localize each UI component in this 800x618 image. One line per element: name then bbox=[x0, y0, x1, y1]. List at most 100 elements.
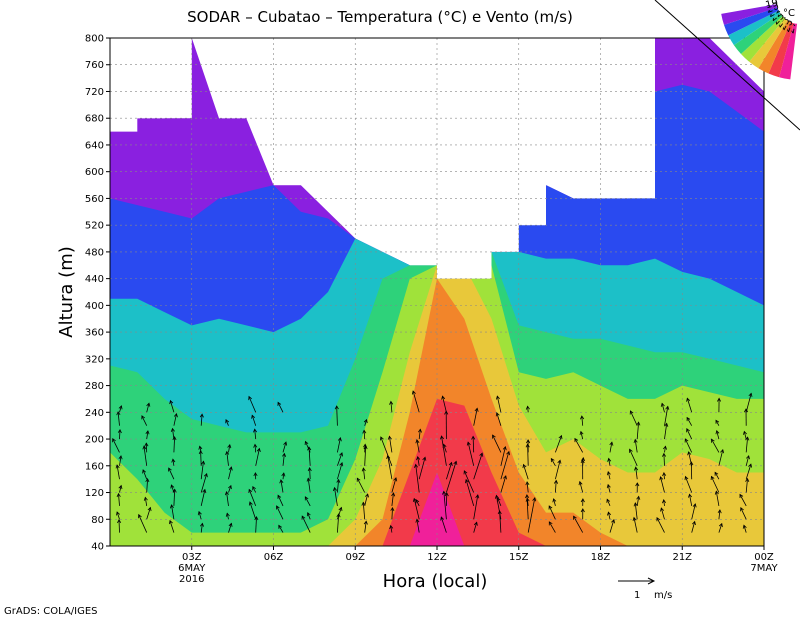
wind-arrow bbox=[527, 444, 529, 466]
colorbar-swatch-23 bbox=[741, 16, 785, 62]
wind-arrow bbox=[743, 525, 747, 533]
wind-arrow bbox=[226, 513, 229, 520]
wind-arrowhead bbox=[336, 513, 341, 518]
wind-arrowhead bbox=[276, 505, 280, 510]
wind-arrowhead bbox=[525, 481, 530, 486]
wind-arrow bbox=[198, 511, 202, 520]
wind-arrowhead bbox=[634, 466, 639, 471]
wind-arrowhead bbox=[365, 493, 369, 498]
colorbar-divider bbox=[654, 0, 800, 131]
wind-arrow bbox=[307, 512, 311, 520]
wind-arrowhead bbox=[172, 436, 177, 441]
wind-arrowhead bbox=[471, 435, 476, 440]
x-tick-label: 15Z bbox=[509, 552, 529, 563]
wind-arrowhead bbox=[117, 518, 122, 524]
wind-arrow bbox=[173, 489, 176, 506]
y-tick-label: 800 bbox=[85, 34, 104, 45]
wind-arrow bbox=[553, 498, 556, 506]
wind-arrow bbox=[527, 406, 529, 413]
wind-arrow bbox=[380, 436, 393, 466]
wind-arrow bbox=[282, 441, 287, 453]
wind-arrowhead bbox=[692, 503, 697, 508]
wind-arrowhead bbox=[607, 511, 611, 516]
wind-arrow bbox=[117, 411, 120, 426]
wind-arrowhead bbox=[525, 405, 530, 410]
wind-arrowhead bbox=[203, 473, 208, 478]
wind-arrow bbox=[446, 461, 457, 493]
wind-arrowhead bbox=[307, 467, 312, 472]
wind-arrowhead bbox=[550, 457, 555, 463]
wind-arrowhead bbox=[253, 443, 258, 448]
wind-arrowhead bbox=[662, 452, 667, 457]
wind-arrowhead bbox=[248, 395, 252, 401]
wind-arrowhead bbox=[633, 438, 638, 444]
wind-arrowhead bbox=[415, 499, 420, 504]
colorbar-unit: °C bbox=[783, 8, 795, 19]
wind-arrow bbox=[526, 481, 529, 493]
wind-arrowhead bbox=[143, 496, 148, 501]
wind-arrow bbox=[301, 515, 311, 533]
wind-arrowhead bbox=[389, 524, 394, 530]
wind-arrow bbox=[255, 516, 257, 533]
wind-arrowhead bbox=[170, 484, 175, 489]
wind-arrowhead bbox=[688, 493, 693, 498]
wind-arrowhead bbox=[142, 445, 147, 450]
wind-arrow bbox=[740, 507, 747, 520]
wind-arrow bbox=[660, 507, 665, 520]
wind-arrowhead bbox=[306, 477, 311, 482]
wind-arrow bbox=[743, 431, 747, 440]
wind-arrowhead bbox=[479, 452, 484, 457]
wind-arrow bbox=[660, 476, 665, 493]
wind-arrowhead bbox=[525, 494, 530, 499]
y-tick-label: 360 bbox=[85, 328, 104, 339]
wind-arrowhead bbox=[463, 470, 468, 475]
wind-arrow bbox=[200, 523, 203, 533]
wind-arrow bbox=[364, 419, 367, 426]
wind-arrow bbox=[304, 496, 311, 507]
wind-arrowhead bbox=[636, 421, 641, 426]
wind-arrowhead bbox=[422, 456, 427, 461]
wind-arrow bbox=[416, 439, 420, 453]
wind-arrowhead bbox=[201, 460, 206, 465]
wind-arrow bbox=[144, 497, 148, 506]
wind-arrow bbox=[173, 436, 175, 453]
y-tick-label: 440 bbox=[85, 274, 104, 285]
wind-arrow bbox=[228, 485, 232, 493]
wind-arrow bbox=[171, 504, 175, 520]
wind-arrowhead bbox=[440, 516, 445, 521]
wind-arrowhead bbox=[636, 495, 641, 500]
wind-arrow bbox=[307, 478, 311, 493]
wind-arrowhead bbox=[118, 484, 123, 490]
wind-arrowhead bbox=[278, 524, 283, 529]
wind-arrow bbox=[574, 438, 584, 453]
wind-arrowhead bbox=[717, 509, 722, 514]
wind-arrowhead bbox=[548, 521, 553, 526]
wind-arrow bbox=[390, 525, 393, 533]
wind-arrow bbox=[582, 457, 584, 466]
wind-arrow bbox=[277, 402, 284, 413]
wind-arrowhead bbox=[414, 463, 419, 468]
wind-arrowhead bbox=[664, 422, 669, 427]
wind-arrowhead bbox=[474, 407, 479, 412]
wind-arrowhead bbox=[417, 428, 422, 433]
wind-arrowhead bbox=[660, 402, 665, 407]
wind-arrow bbox=[684, 438, 693, 453]
wind-arrowhead bbox=[553, 479, 559, 484]
wind-arrowhead bbox=[684, 438, 689, 443]
wind-arrowhead bbox=[579, 430, 584, 436]
colorbar-swatch-27 bbox=[779, 23, 798, 80]
y-tick-label: 720 bbox=[85, 87, 104, 98]
wind-arrow bbox=[119, 485, 122, 493]
wind-arrow bbox=[412, 390, 420, 413]
wind-arrowhead bbox=[411, 390, 416, 395]
colorbar: 272625242322212019°C bbox=[654, 0, 800, 131]
wind-arrow bbox=[686, 428, 693, 440]
wind-arrowhead bbox=[475, 494, 480, 499]
wind-arrowhead bbox=[338, 506, 343, 511]
wind-arrow bbox=[496, 412, 502, 426]
wind-arrowhead bbox=[711, 438, 715, 443]
wind-arrowhead bbox=[301, 515, 306, 520]
wind-arrow bbox=[116, 511, 120, 520]
wind-arrow bbox=[443, 491, 447, 520]
wind-arrowhead bbox=[686, 397, 691, 402]
